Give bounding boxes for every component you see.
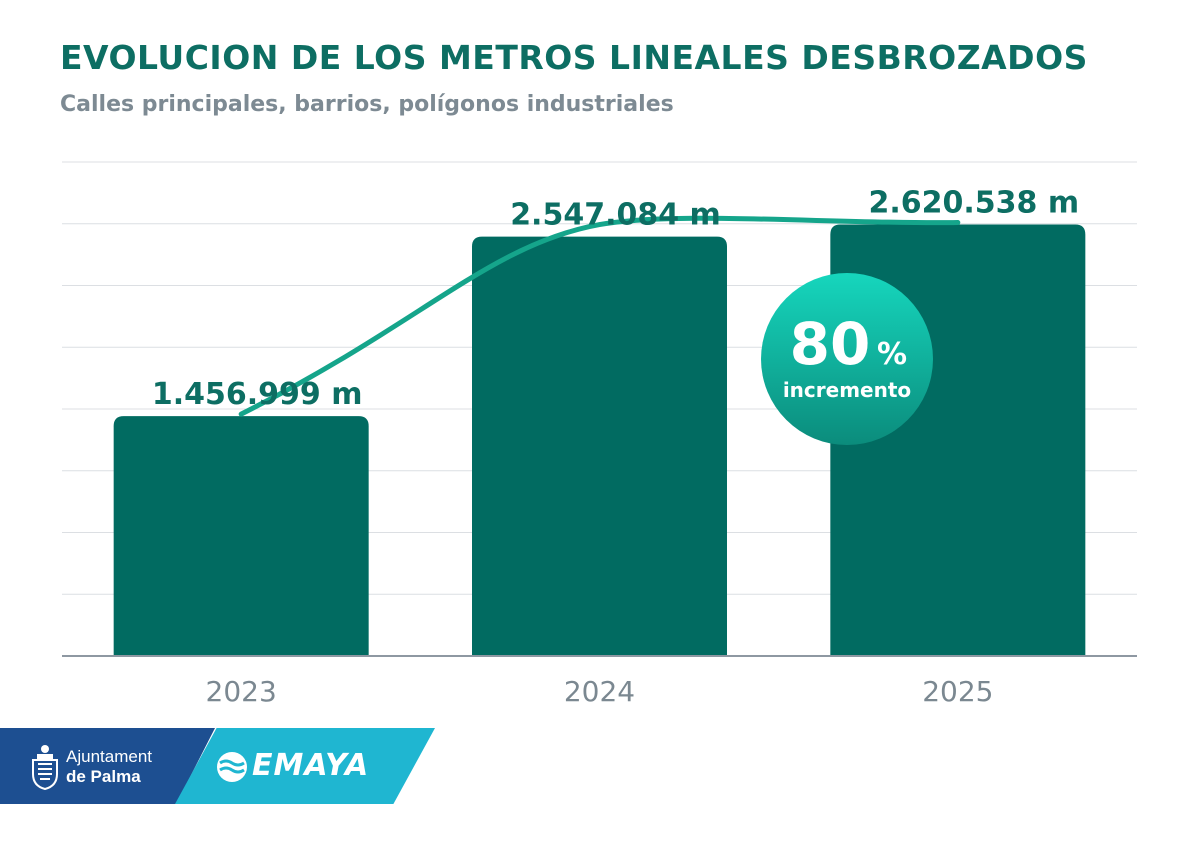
- increment-badge: 80 % incremento: [761, 273, 933, 445]
- bar-2023: [113, 416, 369, 656]
- badge-caption: incremento: [783, 378, 911, 402]
- emaya-wave-icon: [217, 752, 247, 782]
- x-tick-label: 2023: [206, 675, 277, 708]
- value-label: 2.620.538 m: [869, 185, 1080, 220]
- emaya-logo-text: EMAYA: [252, 748, 370, 783]
- x-axis-labels: 2023 2024 2025: [206, 675, 994, 708]
- value-label: 1.456.999 m: [152, 377, 363, 412]
- palma-crest-icon: [32, 745, 58, 790]
- ajuntament-logo-text: Ajuntament de Palma: [66, 747, 152, 787]
- badge-number: 80: [790, 310, 871, 378]
- x-tick-label: 2025: [922, 675, 993, 708]
- trend-line: [238, 215, 961, 417]
- ajuntament-logo-panel: [0, 728, 215, 804]
- ajuntament-line1: Ajuntament: [66, 747, 152, 766]
- ajuntament-line2: de Palma: [66, 767, 141, 786]
- badge-percent: %: [877, 337, 907, 372]
- x-tick-label: 2024: [564, 675, 635, 708]
- bar-2024: [472, 236, 727, 656]
- page-subtitle: Calles principales, barrios, polígonos i…: [60, 92, 674, 117]
- page-title: EVOLUCION DE LOS METROS LINEALES DESBROZ…: [60, 38, 1088, 77]
- bars: [113, 224, 1086, 656]
- value-labels: 1.456.999 m 2.547.084 m 2.620.538 m: [152, 185, 1079, 412]
- value-label: 2.547.084 m: [510, 198, 721, 233]
- bar-chart: 2023 2024 2025 1.456.999 m 2.547.084 m 2.620…: [62, 161, 1137, 708]
- badge-circle: [761, 273, 933, 445]
